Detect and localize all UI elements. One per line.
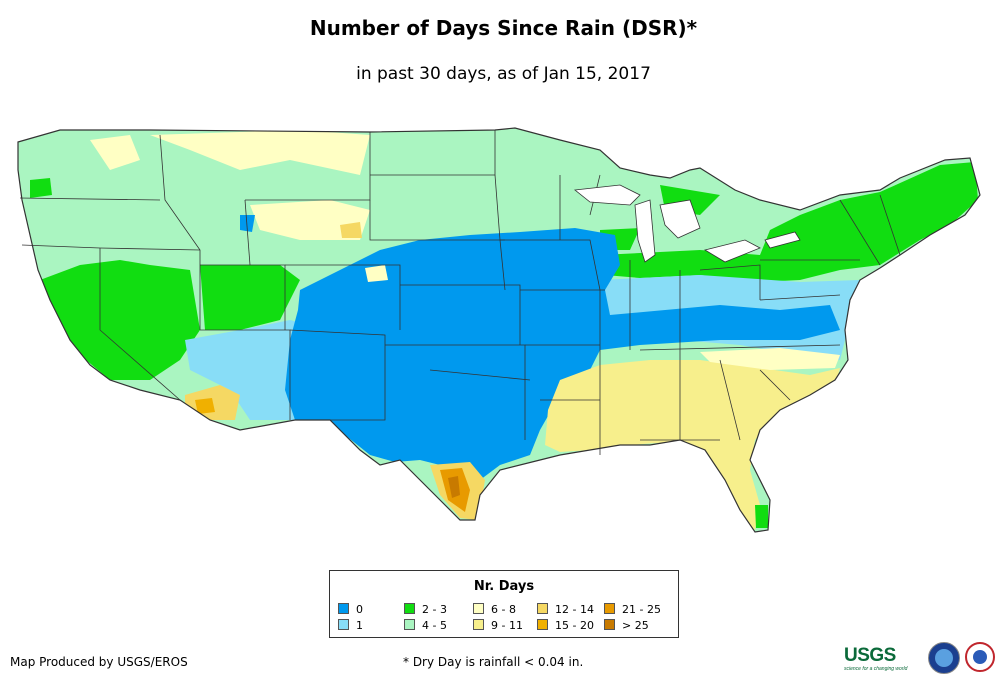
legend-item-5: 9 - 11 <box>473 619 523 632</box>
legend-label-0: 0 <box>356 603 363 616</box>
dry-day-footnote: * Dry Day is rainfall < 0.04 in. <box>403 655 584 669</box>
legend-swatch-8 <box>604 603 615 614</box>
legend-swatch-1 <box>338 619 349 630</box>
legend: Nr. Days 0 1 2 - 3 4 - 5 6 - 8 9 - 11 12… <box>329 570 679 638</box>
legend-label-2: 2 - 3 <box>422 603 447 616</box>
legend-label-1: 1 <box>356 619 363 632</box>
legend-label-6: 12 - 14 <box>555 603 594 616</box>
legend-label-4: 6 - 8 <box>491 603 516 616</box>
legend-item-9: > 25 <box>604 619 649 632</box>
legend-swatch-0 <box>338 603 349 614</box>
legend-title: Nr. Days <box>473 579 535 594</box>
legend-item-8: 21 - 25 <box>604 603 661 616</box>
noaa-logo-icon <box>928 642 960 674</box>
legend-label-9: > 25 <box>622 619 649 632</box>
usgs-logo: USGS <box>844 645 896 666</box>
legend-item-6: 12 - 14 <box>537 603 594 616</box>
legend-label-3: 4 - 5 <box>422 619 447 632</box>
legend-label-5: 9 - 11 <box>491 619 523 632</box>
legend-item-2: 2 - 3 <box>404 603 447 616</box>
agency-logos: USGS science for a changing world <box>840 638 1000 678</box>
legend-swatch-3 <box>404 619 415 630</box>
map-subtitle: in past 30 days, as of Jan 15, 2017 <box>356 64 651 84</box>
dsr-map <box>17 127 981 533</box>
legend-swatch-9 <box>604 619 615 630</box>
legend-swatch-4 <box>473 603 484 614</box>
legend-item-7: 15 - 20 <box>537 619 594 632</box>
legend-item-3: 4 - 5 <box>404 619 447 632</box>
legend-swatch-5 <box>473 619 484 630</box>
legend-item-0: 0 <box>338 603 363 616</box>
legend-swatch-6 <box>537 603 548 614</box>
legend-swatch-2 <box>404 603 415 614</box>
nws-logo-icon <box>965 642 995 672</box>
map-credit: Map Produced by USGS/EROS <box>10 655 188 669</box>
legend-swatch-7 <box>537 619 548 630</box>
usgs-tagline: science for a changing world <box>844 666 908 672</box>
map-title: Number of Days Since Rain (DSR)* <box>309 16 698 40</box>
legend-label-7: 15 - 20 <box>555 619 594 632</box>
legend-item-4: 6 - 8 <box>473 603 516 616</box>
legend-label-8: 21 - 25 <box>622 603 661 616</box>
legend-item-1: 1 <box>338 619 363 632</box>
